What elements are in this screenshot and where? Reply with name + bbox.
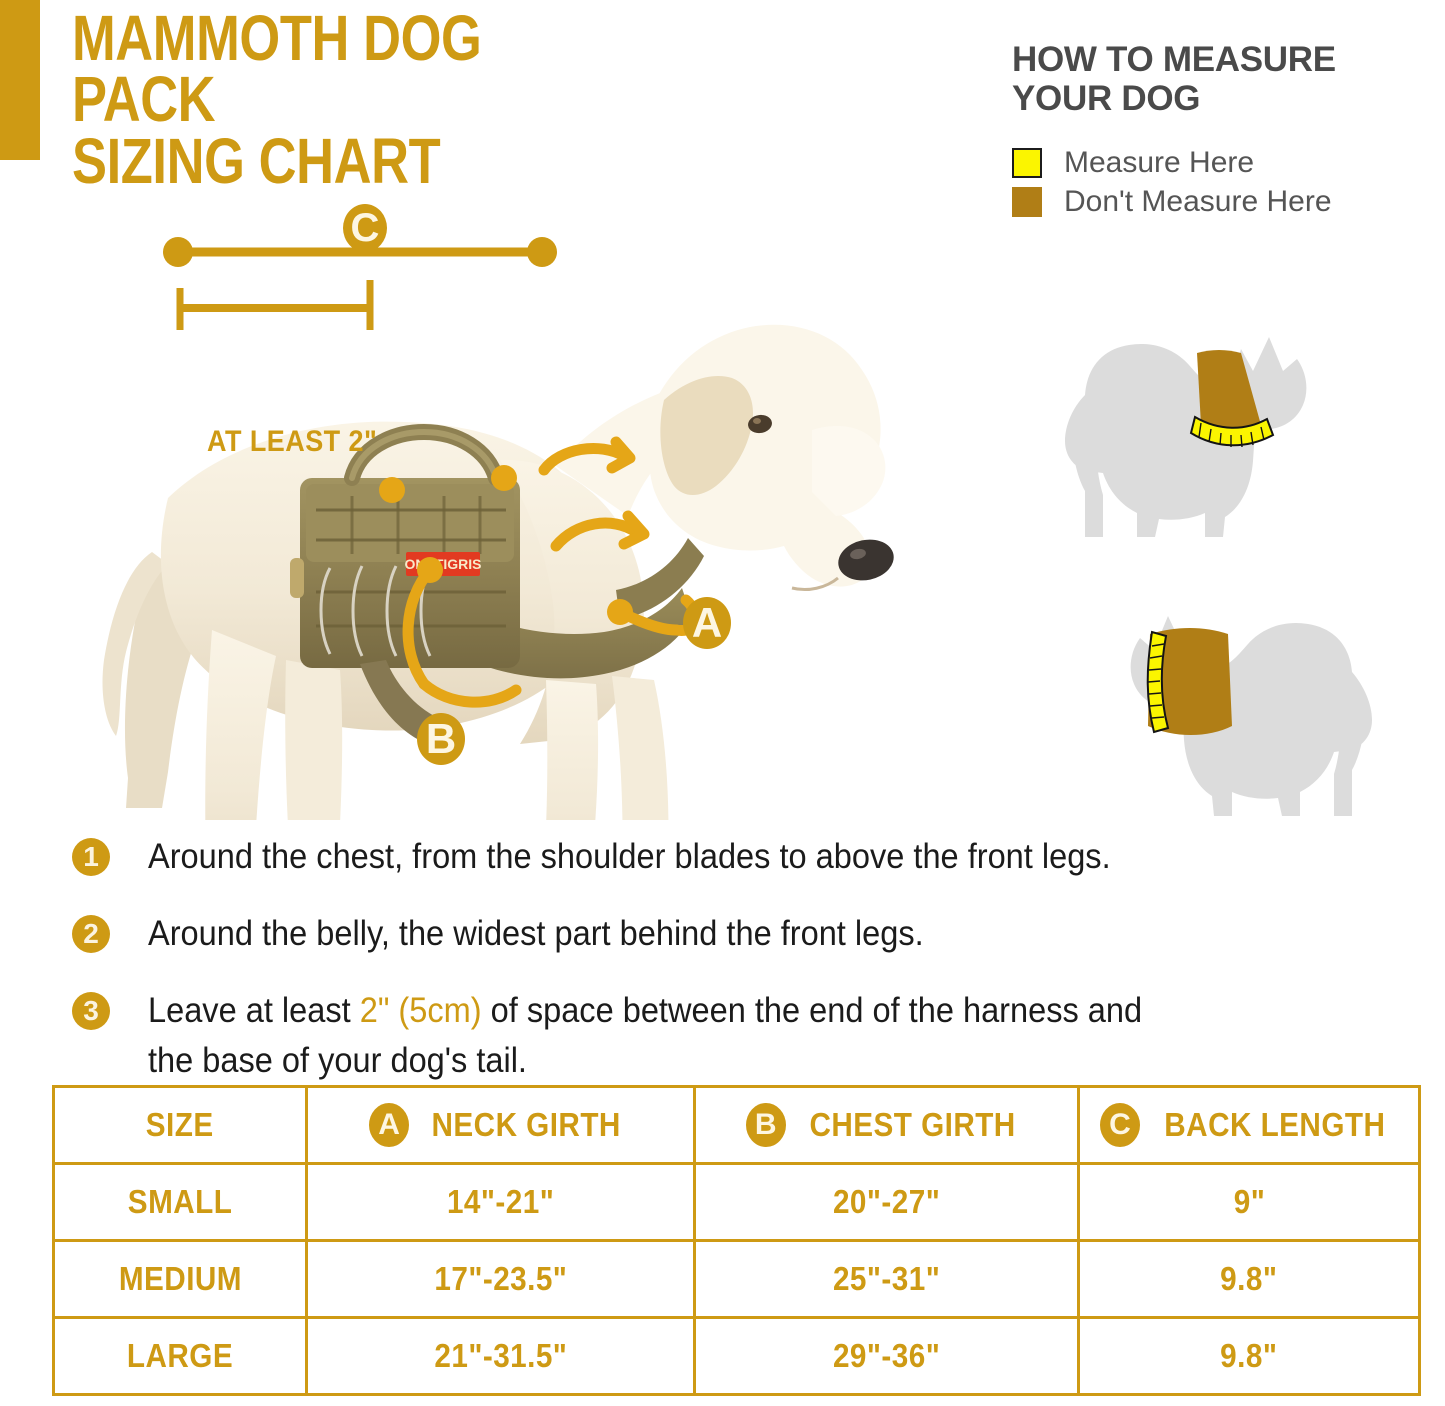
legend: Measure Here Don't Measure Here [1012,146,1432,219]
at-least-2in-bracket [176,280,374,330]
cell-chest-small: 20"-27" [693,1162,1080,1242]
cell-back-large: 9.8" [1077,1316,1421,1396]
table-row: MEDIUM 17"-23.5" 25"-31" 9.8" [52,1239,1421,1319]
cell-size-medium: MEDIUM [52,1239,308,1319]
header-chest-girth: B CHEST GIRTH [693,1085,1080,1165]
dog-illustration: ONETIGRIS [0,160,1000,820]
at-least-2in-label: AT LEAST 2" [207,425,378,458]
header-size-label: SIZE [146,1106,214,1143]
header-neck-girth: A NECK GIRTH [305,1085,696,1165]
brand-label: ONETIGRIS [404,556,481,572]
leader-lines [379,436,701,708]
cell-size-small: SMALL [52,1162,308,1242]
dont-measure-band [1148,628,1232,735]
step-text-3-part1: Leave at least [148,990,360,1030]
legend-label-measure: Measure Here [1064,146,1255,180]
how-to-measure-panel: HOW TO MEASURE YOUR DOG Measure Here Don… [1012,40,1432,226]
cell-neck-medium: 17"-23.5" [305,1239,696,1319]
step-text-2: Around the belly, the widest part behind… [148,913,924,953]
marker-c: C [343,204,387,252]
step-text-1: Around the chest, from the shoulder blad… [148,837,1111,876]
cell-back-medium: 9.8" [1077,1239,1421,1319]
header-back-length: C BACK LENGTH [1077,1085,1421,1165]
step-text-3: Leave at least 2" (5cm) of space between… [148,986,1142,1088]
accent-bar [0,0,40,160]
measuring-steps: 1 Around the chest, from the shoulder bl… [72,832,1362,1113]
legend-item-dont-measure: Don't Measure Here [1012,185,1432,219]
step-number-1: 1 [72,838,110,876]
page-title: MAMMOTH DOG PACK SIZING CHART [72,2,482,197]
header-chest-girth-label: CHEST GIRTH [809,1106,1016,1143]
cell-neck-small: 14"-21" [305,1162,696,1242]
sizing-table: SIZE A NECK GIRTH B CHEST GIRTH C BACK LENG… [52,1085,1421,1396]
dog-photo-illustration: ONETIGRIS [102,237,894,820]
step-1: 1 Around the chest, from the shoulder bl… [72,832,1362,883]
table-row: SMALL 14"-21" 20"-27" 9" [52,1162,1421,1242]
chest-girth-silhouette [1130,616,1372,816]
badge-a: A [369,1103,410,1147]
marker-b: B [417,713,465,765]
marker-a: A [683,597,731,649]
header-size: SIZE [52,1085,308,1165]
table-row: LARGE 21"-31.5" 29"-36" 9.8" [52,1316,1421,1396]
header-neck-girth-label: NECK GIRTH [431,1106,622,1143]
step-number-3: 3 [72,991,110,1030]
cell-chest-large: 29"-36" [693,1316,1080,1396]
header-back-length-label: BACK LENGTH [1164,1106,1386,1143]
step-2: 2 Around the belly, the widest part behi… [72,909,1362,960]
legend-label-dont-measure: Don't Measure Here [1064,185,1332,219]
dont-measure-band [1197,350,1261,431]
badge-b: B [745,1103,786,1147]
back-length-dimension-line [163,237,557,267]
legend-item-measure: Measure Here [1012,146,1432,180]
how-to-measure-title: HOW TO MEASURE YOUR DOG [1012,40,1336,119]
neck-girth-silhouette [1065,337,1307,537]
table-header-row: SIZE A NECK GIRTH B CHEST GIRTH C BACK LENG… [52,1085,1421,1165]
badge-c: C [1100,1103,1141,1147]
dont-measure-here-swatch [1012,187,1042,218]
cell-size-large: LARGE [52,1316,308,1396]
tactical-dog-pack: ONETIGRIS [290,423,704,746]
cell-neck-large: 21"-31.5" [305,1316,696,1396]
step-text-3-part2: of space between the end of the harness … [148,990,1143,1081]
cell-chest-medium: 25"-31" [693,1239,1080,1319]
step-3: 3 Leave at least 2" (5cm) of space betwe… [72,986,1362,1088]
cell-back-small: 9" [1077,1162,1421,1242]
step-text-3-highlight: 2" (5cm) [359,990,482,1030]
step-number-2: 2 [72,914,110,953]
measure-here-swatch [1012,148,1042,179]
